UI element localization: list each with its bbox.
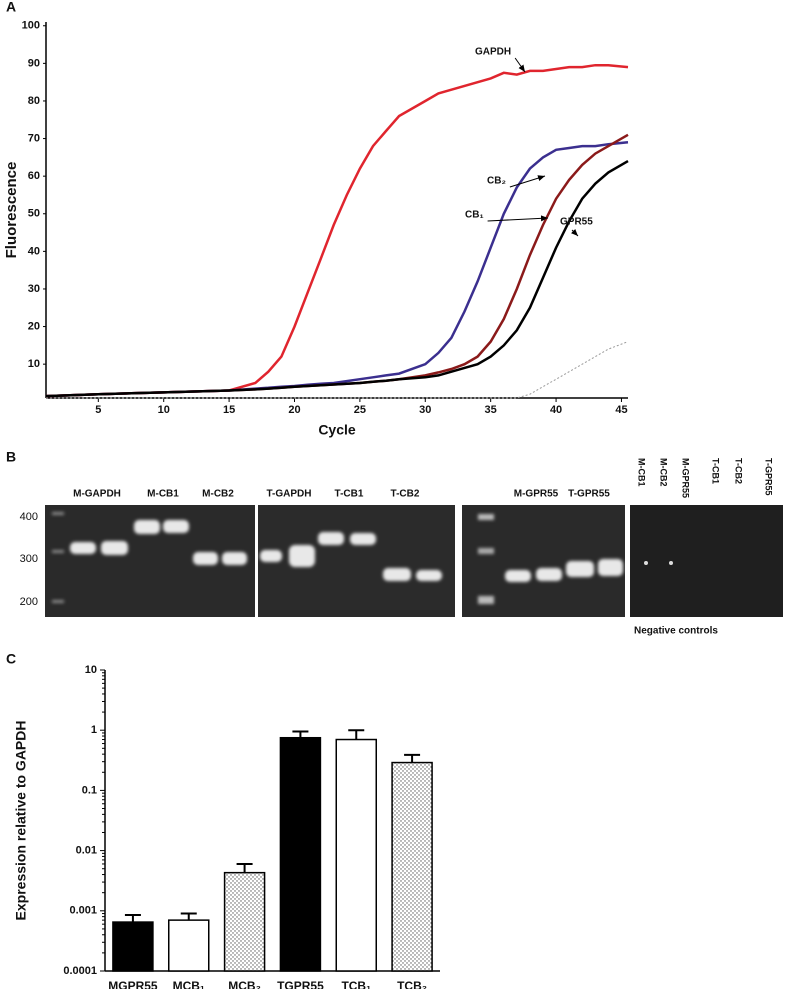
x-tick-label: 5 [95,404,101,416]
size-marker: 200 [20,596,38,608]
annotation: CB₁ [465,210,484,221]
size-marker: 300 [20,553,38,565]
x-tick-label: 25 [354,404,366,416]
annotation: GPR55 [560,217,593,228]
lane-label: M-GPR55 [514,489,559,500]
x-tick-label: TGPR55 [277,979,324,989]
lane-label: T-GAPDH [267,489,312,500]
x-tick-label: 15 [223,404,235,416]
x-tick-label: 40 [550,404,562,416]
y-tick-label: 90 [28,57,40,69]
line-series [45,63,629,398]
x-tick-label: TCB₁ [341,979,371,989]
bar [391,761,433,972]
gel-images [45,505,783,617]
panel-label: C [6,651,16,667]
annotation-arrow [570,228,579,237]
x-tick-label: 20 [288,404,300,416]
x-tick-label: TCB₂ [397,979,427,989]
y-tick-label: 60 [28,170,40,182]
y-tick-label: 20 [28,320,40,332]
x-tick-label: 45 [615,404,627,416]
negative-lane-label: M-GPR55 [681,458,691,498]
annotation-arrow [509,175,546,188]
y-tick-label: 30 [28,283,40,295]
y-tick-label: 0.1 [82,784,97,796]
line-series [45,133,629,398]
x-tick-label: MCB₂ [228,979,261,989]
y-tick-label: 50 [28,208,40,220]
x-axis-label: Cycle [318,422,356,438]
x-tick-label: 30 [419,404,431,416]
y-tick-label: 70 [28,132,40,144]
panel-label: B [6,449,16,465]
x-tick-label: MCB₁ [173,979,205,989]
bar [223,871,266,972]
y-axis-label: Expression relative to GAPDH [13,721,29,921]
lane-label: T-CB2 [391,489,420,500]
y-tick-label: 100 [22,20,40,32]
y-tick-label: 10 [28,358,40,370]
annotation: CB₂ [487,176,506,187]
y-tick-label: 80 [28,95,40,107]
bar [168,919,210,972]
y-tick-label: 0.0001 [63,965,97,977]
bar [112,921,154,972]
x-tick-label: MGPR55 [108,979,158,989]
size-marker: 400 [20,511,38,523]
line-series [46,341,629,399]
lane-label: T-GPR55 [568,489,610,500]
annotation: GAPDH [475,47,511,58]
negative-lane-label: T-CB1 [711,458,721,484]
line-series [45,141,629,398]
y-tick-label: 0.01 [76,845,97,857]
y-tick-label: 0.001 [69,905,97,917]
negative-lane-label: T-CB2 [734,458,744,484]
annotation-arrow [487,215,549,222]
negative-lane-label: M-CB1 [637,458,647,487]
negative-caption: Negative controls [634,626,718,637]
line-series [45,160,629,398]
y-tick-label: 1 [91,724,97,736]
bar [335,738,377,972]
panel-label: A [6,0,16,15]
negative-lane-label: T-GPR55 [764,458,774,496]
lane-label: M-CB2 [202,489,234,500]
lane-label: T-CB1 [335,489,364,500]
negative-lane-label: M-CB2 [659,458,669,487]
lane-label: M-CB1 [147,489,179,500]
x-tick-label: 10 [158,404,170,416]
bar [279,736,322,972]
lane-label: M-GAPDH [73,489,121,500]
x-tick-label: 35 [485,404,497,416]
annotation-arrow [514,57,526,73]
y-tick-label: 10 [85,664,97,676]
y-tick-label: 40 [28,245,40,257]
y-axis-label: Fluorescence [3,162,20,259]
